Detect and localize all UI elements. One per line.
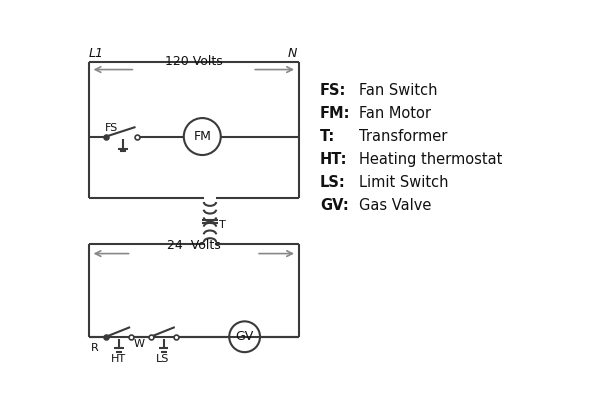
Text: T:: T:: [320, 129, 335, 144]
Text: LS:: LS:: [320, 175, 346, 190]
Text: 120 Volts: 120 Volts: [165, 55, 222, 68]
Text: HT:: HT:: [320, 152, 348, 167]
Text: FS: FS: [104, 123, 118, 133]
Text: T: T: [219, 220, 226, 230]
Text: HT: HT: [111, 354, 126, 364]
Text: Fan Switch: Fan Switch: [359, 83, 437, 98]
Text: LS: LS: [156, 354, 170, 364]
Text: FM: FM: [194, 130, 211, 143]
Text: Limit Switch: Limit Switch: [359, 175, 448, 190]
Text: L1: L1: [89, 46, 104, 60]
Text: Transformer: Transformer: [359, 129, 447, 144]
Text: GV: GV: [235, 330, 254, 343]
Text: W: W: [134, 339, 145, 349]
Text: Fan Motor: Fan Motor: [359, 106, 431, 121]
Text: 24  Volts: 24 Volts: [167, 239, 221, 252]
Text: GV:: GV:: [320, 198, 349, 213]
Text: FS:: FS:: [320, 83, 346, 98]
Text: Gas Valve: Gas Valve: [359, 198, 431, 213]
Text: N: N: [287, 46, 297, 60]
Text: FM:: FM:: [320, 106, 350, 121]
Text: Heating thermostat: Heating thermostat: [359, 152, 502, 167]
Text: R: R: [91, 343, 99, 353]
